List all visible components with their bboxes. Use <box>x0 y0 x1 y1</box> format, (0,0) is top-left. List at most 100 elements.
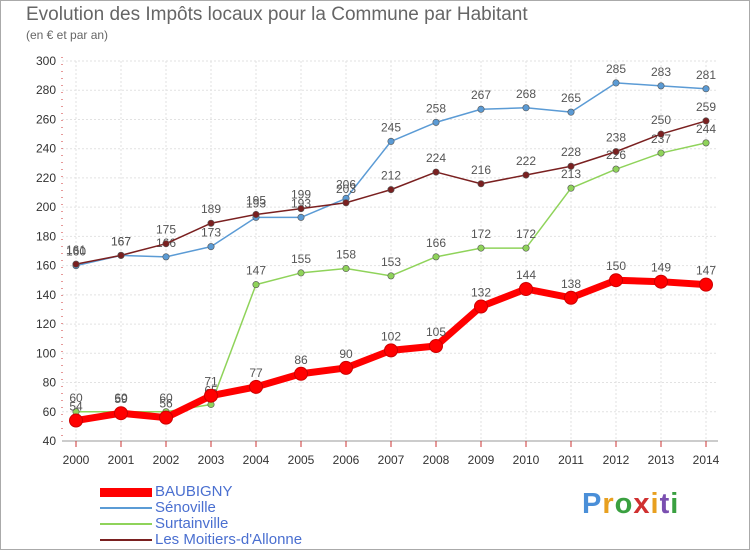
data-point <box>339 360 353 375</box>
data-label: 238 <box>606 131 626 145</box>
x-tick-label: 2007 <box>378 453 405 467</box>
data-point <box>69 413 83 428</box>
data-point <box>297 213 305 221</box>
data-point <box>474 299 488 314</box>
data-label: 175 <box>156 223 176 237</box>
data-point <box>342 265 350 273</box>
plot-area <box>62 61 718 441</box>
chart-title: Evolution des Impôts locaux pour la Comm… <box>26 4 528 25</box>
data-point <box>522 171 530 179</box>
data-point <box>429 339 443 353</box>
y-tick-label: 220 <box>36 171 56 185</box>
x-tick-label: 2009 <box>468 453 495 467</box>
y-tick-label: 160 <box>36 259 56 273</box>
x-tick-label: 2010 <box>513 453 540 467</box>
data-label: 138 <box>561 277 581 291</box>
legend-label: BAUBIGNY <box>155 483 233 500</box>
y-tick-label: 240 <box>36 142 56 156</box>
y-tick-label: 300 <box>36 54 56 68</box>
data-label: 195 <box>246 193 266 207</box>
data-label: 228 <box>561 145 581 159</box>
data-label: 60 <box>159 391 173 405</box>
data-point <box>519 282 533 296</box>
data-label: 166 <box>426 236 446 250</box>
data-label: 206 <box>336 177 356 191</box>
data-point <box>387 186 395 194</box>
data-label: 285 <box>606 62 626 76</box>
data-point <box>387 272 395 280</box>
data-point <box>204 388 218 403</box>
data-point <box>432 253 440 261</box>
data-point <box>612 79 620 87</box>
x-tick-label: 2001 <box>108 453 135 467</box>
data-label: 265 <box>561 91 581 105</box>
data-label: 86 <box>294 353 308 367</box>
legend-item: BAUBIGNY <box>100 484 302 500</box>
data-label: 268 <box>516 87 536 101</box>
data-point <box>612 148 620 156</box>
data-point <box>72 260 80 268</box>
y-tick-label: 60 <box>43 405 57 419</box>
data-label: 172 <box>471 227 491 241</box>
data-point <box>477 105 485 113</box>
data-point <box>702 139 710 147</box>
y-tick-label: 280 <box>36 83 56 97</box>
data-point <box>564 290 578 305</box>
proxiti-logo: Proxiti <box>582 488 679 521</box>
x-tick-label: 2011 <box>558 453 584 467</box>
x-tick-label: 2013 <box>648 453 675 467</box>
data-label: 213 <box>561 167 581 181</box>
data-label: 281 <box>696 68 716 82</box>
data-point <box>567 162 575 170</box>
data-point <box>612 165 620 173</box>
data-label: 193 <box>291 196 311 210</box>
data-label: 71 <box>204 375 218 389</box>
legend: BAUBIGNY Sénoville Surtainville Les Moitier… <box>100 484 302 548</box>
data-label: 172 <box>516 227 536 241</box>
x-tick-label: 2003 <box>198 453 225 467</box>
x-tick-label: 2006 <box>333 453 360 467</box>
data-point <box>522 104 530 112</box>
logo-letter: x <box>633 488 651 520</box>
x-tick-label: 2004 <box>243 453 270 467</box>
data-label: 259 <box>696 100 716 114</box>
data-label: 161 <box>66 243 86 257</box>
data-point <box>702 117 710 125</box>
x-tick-label: 2000 <box>63 453 90 467</box>
y-tick-label: 120 <box>36 317 56 331</box>
x-tick-label: 2005 <box>288 453 315 467</box>
x-tick-label: 2012 <box>603 453 630 467</box>
y-tick-label: 200 <box>36 200 56 214</box>
logo-letter: r <box>602 488 615 520</box>
legend-label: Les Moitiers-d'Allonne <box>155 531 303 548</box>
data-point <box>522 244 530 252</box>
y-tick-label: 100 <box>36 346 56 360</box>
data-label: 59 <box>114 392 128 406</box>
data-label: 250 <box>651 113 671 127</box>
data-point <box>252 210 260 218</box>
logo-letter: o <box>614 488 634 520</box>
data-label: 155 <box>291 252 311 266</box>
chart-subtitle: (en € et par an) <box>26 28 109 42</box>
data-point <box>477 180 485 188</box>
data-point <box>162 240 170 248</box>
data-point <box>297 269 305 277</box>
data-label: 56 <box>159 397 173 411</box>
y-tick-label: 260 <box>36 112 56 126</box>
data-point <box>117 251 125 259</box>
y-tick-label: 80 <box>43 376 57 390</box>
data-point <box>657 130 665 138</box>
legend-swatch <box>100 539 152 541</box>
y-tick-label: 40 <box>43 434 57 448</box>
data-label: 105 <box>426 325 446 339</box>
data-label: 193 <box>246 196 266 210</box>
data-point <box>699 277 713 292</box>
data-label: 132 <box>471 286 491 300</box>
data-point <box>162 253 170 261</box>
data-label: 60 <box>69 391 83 405</box>
logo-letter: i <box>670 488 680 520</box>
data-label: 167 <box>111 234 131 248</box>
logo-letter: t <box>659 488 671 520</box>
data-point <box>207 219 215 227</box>
data-label: 147 <box>696 264 716 278</box>
